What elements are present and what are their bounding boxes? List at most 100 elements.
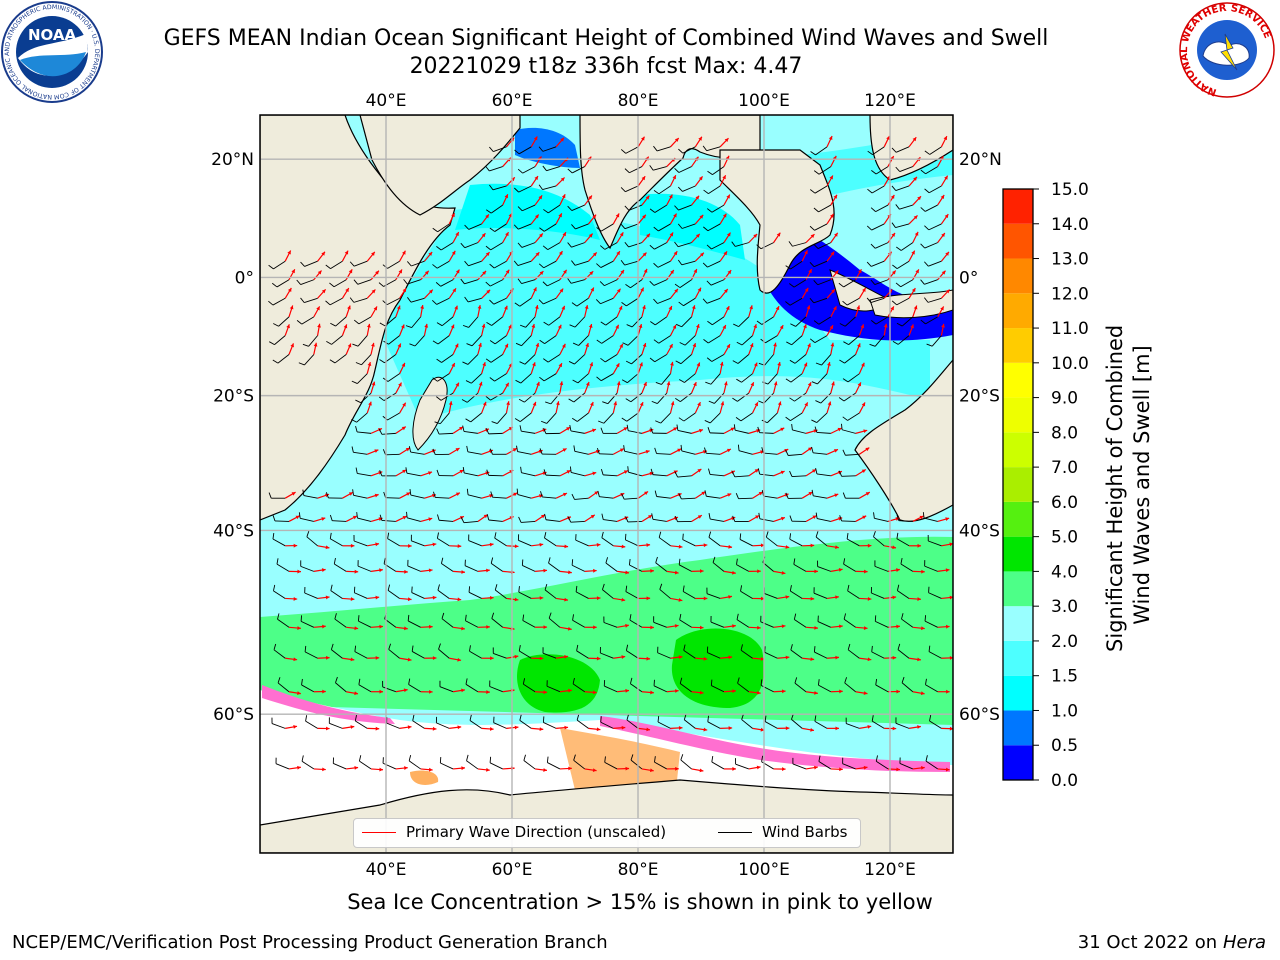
wave-arrow-head [780, 516, 785, 521]
wind-barb [626, 297, 639, 307]
wind-barb-flag [625, 398, 632, 403]
wave-arrow-head [830, 213, 834, 218]
wind-barb [543, 297, 557, 305]
wind-barb [842, 763, 856, 770]
wind-barb [387, 373, 400, 382]
wind-barb [357, 431, 372, 434]
colorbar-segment [1003, 189, 1033, 224]
wind-barb-flag [875, 678, 878, 686]
wave-arrow-head [623, 427, 628, 431]
wind-barb-flag [733, 424, 736, 431]
wind-barb-flag [620, 259, 626, 266]
wind-barb [848, 335, 860, 345]
wind-barb [521, 472, 536, 477]
wind-barb [657, 260, 671, 268]
wind-barb-flag [678, 301, 684, 307]
wind-barb-flag [839, 323, 846, 327]
wind-barb-flag [789, 397, 795, 402]
wind-barb [896, 538, 910, 547]
wind-barb [925, 684, 938, 693]
wind-barb-flag [655, 556, 658, 563]
wind-barb-flag [302, 343, 309, 347]
wave-arrow-head [892, 545, 897, 550]
wind-barb-flag [678, 558, 681, 565]
wind-barb-flag [378, 282, 384, 287]
wind-barb-flag [731, 241, 736, 247]
wind-barb [816, 431, 831, 434]
wave-arrow-head [756, 429, 761, 433]
wind-barb-flag [655, 382, 662, 385]
wind-barb-flag [382, 449, 387, 455]
wave-arrow-head [674, 138, 679, 142]
wind-barb [737, 682, 750, 693]
wind-barb-flag [658, 531, 662, 538]
wave-arrow-head [727, 493, 732, 497]
wave-arrow-head [837, 427, 842, 432]
wave-arrow-head [890, 306, 894, 311]
wind-barb-flag [920, 279, 925, 285]
wind-barb-flag [785, 301, 791, 306]
wind-barb-flag [703, 339, 709, 344]
wave-arrow-head [703, 596, 708, 601]
wave-arrow-head [405, 447, 410, 452]
wave-arrow-head [753, 362, 758, 367]
wind-barb-flag [277, 613, 280, 620]
wind-barb [818, 684, 831, 693]
wind-barb-flag [674, 167, 680, 173]
wind-barb [793, 279, 807, 288]
wind-barb [518, 146, 532, 155]
wave-arrow-head [695, 233, 700, 238]
wind-barb [410, 451, 425, 455]
wind-barb-flag [330, 643, 334, 650]
wind-barb [735, 763, 749, 770]
wave-arrow-head [402, 402, 406, 407]
wind-barb [491, 618, 503, 628]
wind-barb [760, 684, 774, 693]
wave-arrow-head [696, 362, 701, 367]
wave-arrow-head [749, 343, 754, 348]
wind-barb [624, 497, 639, 500]
wind-barb [330, 538, 343, 547]
wave-arrow-head [698, 176, 703, 181]
wind-barb-flag [625, 585, 628, 592]
wind-barb-flag [273, 584, 276, 591]
wind-barb [524, 392, 536, 403]
wind-barb [407, 517, 421, 522]
wind-barb-flag [650, 321, 656, 326]
wind-barb [574, 497, 589, 500]
wave-arrow-head [758, 491, 763, 496]
wind-barb [652, 474, 667, 477]
wind-barb-flag [870, 320, 877, 325]
wind-barb-flag [873, 530, 876, 537]
wave-patch-4-5m-west [517, 654, 600, 713]
wind-barb-flag [351, 446, 354, 453]
wave-arrow-head [592, 428, 596, 433]
wave-arrow-head [297, 626, 301, 630]
wind-barb-flag [598, 420, 604, 424]
wind-barb-flag [677, 223, 683, 229]
wind-barb [630, 392, 643, 403]
wind-barb [794, 392, 807, 402]
wind-barb-flag [379, 514, 383, 521]
wave-arrow-head [504, 194, 509, 199]
wind-barb [677, 475, 692, 478]
wind-barb-flag [621, 493, 625, 500]
wind-barb [574, 316, 586, 328]
wind-barb-flag [462, 466, 465, 474]
wind-barb [677, 430, 692, 434]
wind-barb-flag [895, 282, 901, 288]
wave-arrow-head [864, 569, 868, 574]
wave-arrow-head [911, 288, 916, 293]
wind-barb-flag [895, 166, 901, 172]
wave-arrow-head [828, 135, 833, 140]
wind-barb-flag [276, 558, 279, 565]
wind-barb [709, 412, 721, 424]
wind-barb-flag [815, 362, 822, 366]
wave-arrow-head [861, 402, 866, 407]
wind-barb [874, 279, 889, 285]
wind-barb [354, 651, 368, 659]
wind-barb [441, 563, 454, 572]
wave-arrow-head [834, 270, 839, 275]
colorbar-tick-label: 12.0 [1051, 284, 1089, 304]
wind-barb-flag [653, 189, 660, 195]
